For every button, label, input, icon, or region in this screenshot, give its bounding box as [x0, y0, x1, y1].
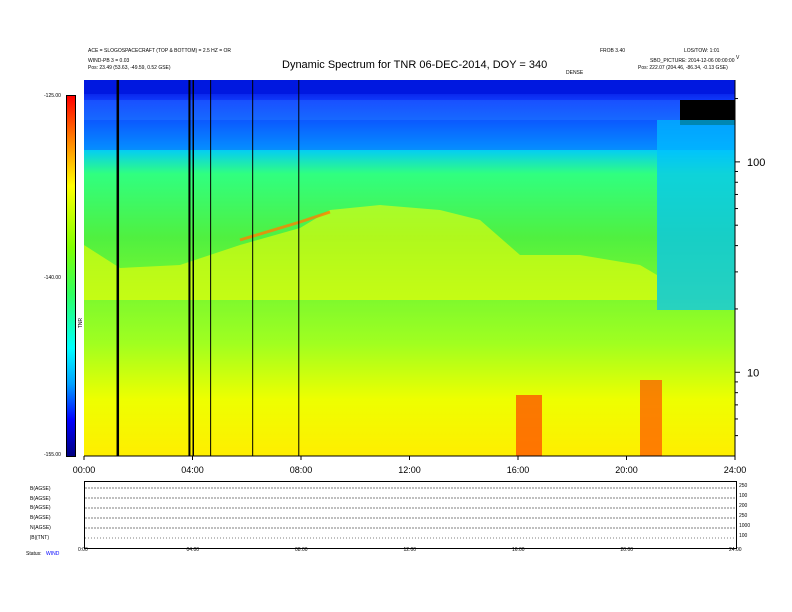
footer-tick-label: 04:00 — [186, 547, 200, 553]
header-right-corner: V — [736, 55, 740, 61]
y-tick-label: 100 — [747, 157, 765, 169]
data-gap-line — [210, 80, 212, 456]
header-mid-small: DENSE — [566, 70, 584, 76]
status-row-label-6: |B|(TNT) — [30, 535, 49, 541]
footer-tick-label: 16:00 — [512, 547, 525, 553]
colorbar — [66, 95, 76, 457]
footer-tick-label: 08:00 — [295, 547, 308, 553]
header-right-line1: FROB 3.40 — [600, 48, 626, 54]
red-burst-2 — [640, 380, 662, 456]
status-right-label-5: 1000 — [739, 523, 751, 529]
status-row-label-4: B(AGSE) — [30, 515, 51, 521]
data-gap-line — [188, 80, 191, 456]
status-row-label-5: N(AGSE) — [30, 525, 51, 531]
footer-tick-label: 0:00 — [78, 547, 88, 553]
spectrogram-blue-band2 — [84, 120, 735, 150]
y-axis-ticks: 100 10 — [735, 98, 765, 437]
status-row-label-2: B(AGSE) — [30, 496, 51, 502]
header-right-line4: Pos: 222.07 (204.46, -86.34, -0.13 GSE) — [638, 65, 728, 71]
data-gap-line — [252, 80, 254, 456]
header-left-line1: ACE = SLOGOSPACECRAFT (TOP & BOTTOM) = 2… — [88, 48, 232, 54]
header-left-line3: Pos: 23.49 (53.63, -49.59, 0.52 GSE) — [88, 65, 171, 71]
data-gap-line — [192, 80, 194, 456]
data-gap-line — [298, 80, 300, 456]
red-burst-1 — [516, 395, 542, 456]
footer-tick-label: 12:00 — [403, 547, 417, 553]
data-gap-line — [116, 80, 120, 456]
header-right-line3: SBO_PICTURE: 2014-12-06 00:00:00 — [650, 58, 735, 64]
status-right-label-4: 250 — [739, 513, 748, 519]
spectrogram-blue-band — [84, 100, 735, 120]
status-right-label-6: 100 — [739, 533, 748, 539]
chart-title: Dynamic Spectrum for TNR 06-DEC-2014, DO… — [282, 59, 548, 71]
status-right-label-1: 250 — [739, 483, 748, 489]
x-tick-label: 16:00 — [507, 465, 530, 475]
x-tick-label: 04:00 — [181, 465, 204, 475]
x-tick-label: 00:00 — [73, 465, 96, 475]
plasma-line-band — [84, 205, 657, 300]
x-axis-ticks: 00:00 04:00 08:00 12:00 16:00 20:00 24:00 — [73, 456, 747, 475]
status-panel — [84, 481, 737, 549]
x-tick-label: 20:00 — [615, 465, 638, 475]
header-right-line2: LOS/TOW: 1:01 — [684, 48, 720, 54]
x-tick-label: 24:00 — [724, 465, 747, 475]
footer-tick-label: 20:00 — [620, 547, 634, 553]
status-row-label-1: B(AGSE) — [30, 486, 51, 492]
x-tick-label: 08:00 — [290, 465, 313, 475]
spectrogram-top-band — [84, 80, 735, 94]
status-panel-svg — [85, 487, 736, 539]
status-right-label-3: 200 — [739, 503, 748, 509]
colorbar-tick-top: -125.00 — [44, 93, 61, 99]
x-tick-label: 12:00 — [398, 465, 421, 475]
colorbar-tick-mid: -140.00 — [44, 275, 61, 281]
header-left-line2: WIND-PB 3 = 0.03 — [88, 58, 130, 64]
colorbar-tick-bottom: -155.00 — [44, 452, 61, 458]
wind-label: WIND — [46, 551, 60, 557]
status-row-label-3: B(AGSE) — [30, 505, 51, 511]
plasma-line-orange — [239, 210, 331, 242]
status-right-label-2: 100 — [739, 493, 748, 499]
footer-tick-label: 24:00 — [729, 547, 742, 553]
status-label: Status: — [26, 551, 42, 557]
y-tick-label: 10 — [747, 367, 759, 379]
data-gap-lines — [116, 80, 300, 456]
spectrogram-right-region — [657, 120, 735, 310]
